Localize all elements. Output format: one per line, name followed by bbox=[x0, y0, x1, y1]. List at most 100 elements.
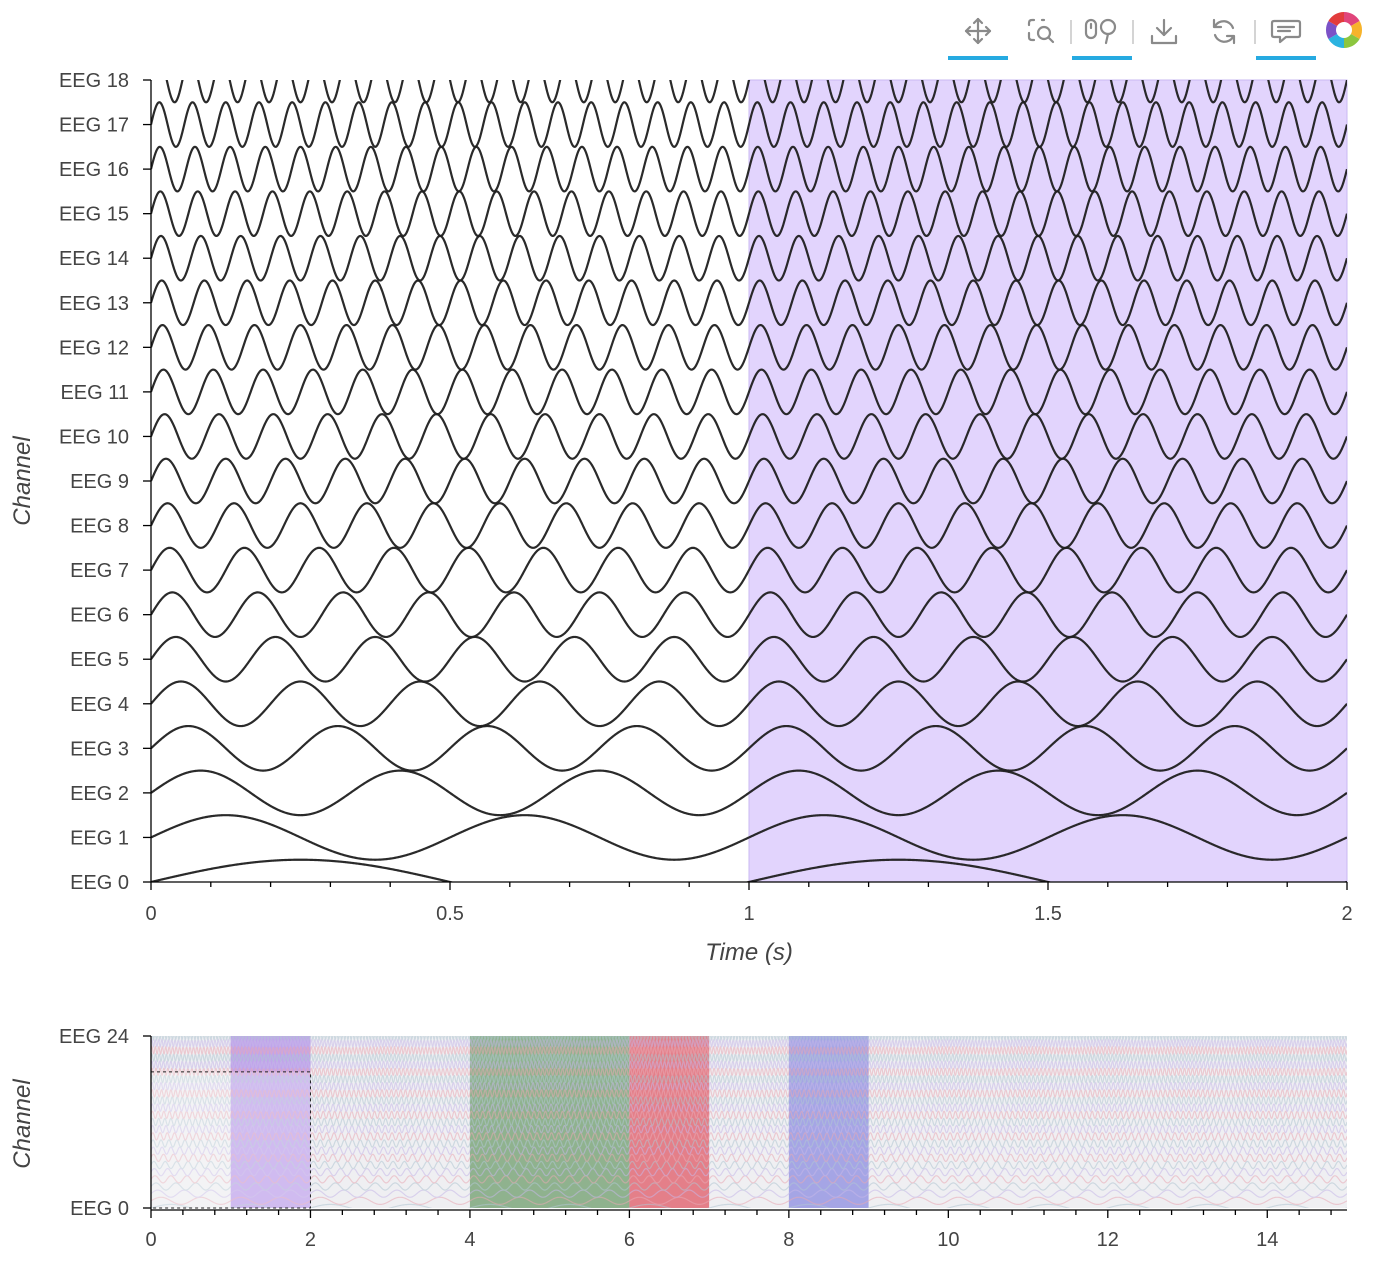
mini-signal-line bbox=[151, 1168, 1347, 1177]
x-tick-label: 1.5 bbox=[1034, 903, 1062, 925]
signal-line-eeg-0 bbox=[151, 858, 1347, 882]
reset-tool-button[interactable] bbox=[1194, 6, 1254, 62]
bokeh-logo-icon bbox=[1325, 11, 1363, 49]
x-tick-label: 2 bbox=[1341, 903, 1352, 925]
save-icon bbox=[1150, 18, 1178, 45]
signal-line-eeg-9 bbox=[151, 457, 1347, 505]
hover-tool-active-indicator bbox=[1256, 56, 1316, 60]
mini-signal-line bbox=[151, 1088, 1347, 1098]
x-tick-label: 1 bbox=[743, 903, 754, 925]
mini-signal-line bbox=[151, 1052, 1347, 1063]
y-tick-label: EEG 0 bbox=[70, 872, 129, 894]
mini-signal-line bbox=[151, 1117, 1347, 1127]
mini-signal-line bbox=[151, 1103, 1347, 1113]
mini-signal-line bbox=[151, 1132, 1347, 1141]
mini-x-tick-label: 4 bbox=[464, 1229, 475, 1251]
y-tick-label: EEG 16 bbox=[59, 159, 129, 181]
mini-signal-line bbox=[151, 1095, 1347, 1106]
y-tick-label: EEG 10 bbox=[59, 426, 129, 448]
pan-tool-button[interactable] bbox=[948, 6, 1008, 62]
y-tick-label: EEG 18 bbox=[59, 70, 129, 92]
x-tick-label: 0 bbox=[145, 903, 156, 925]
mini-y-axis-label: Channel bbox=[9, 1079, 36, 1169]
hover-tool-button[interactable] bbox=[1256, 6, 1316, 62]
y-tick-label: EEG 2 bbox=[70, 783, 129, 805]
y-tick-label: EEG 6 bbox=[70, 605, 129, 627]
mini-x-tick-label: 14 bbox=[1256, 1229, 1278, 1251]
mini-signal-line bbox=[151, 1139, 1347, 1148]
x-axis-label: Time (s) bbox=[705, 939, 793, 966]
mini-x-tick-label: 10 bbox=[937, 1229, 959, 1251]
mini-signal-line bbox=[151, 1175, 1347, 1184]
y-tick-label: EEG 15 bbox=[59, 204, 129, 226]
main-eeg-chart[interactable]: EEG 0 EEG 1 EEG 2 EEG 3 EEG 4 EEG 5 EEG 6 EEG 7… bbox=[0, 62, 1380, 982]
signal-line-eeg-14 bbox=[151, 234, 1347, 282]
signal-line-eeg-4 bbox=[151, 680, 1347, 728]
pan-icon bbox=[964, 17, 992, 45]
y-tick-label: EEG 4 bbox=[70, 694, 129, 716]
signal-line-eeg-8 bbox=[151, 502, 1347, 549]
mini-x-tick-label: 8 bbox=[783, 1229, 794, 1251]
signal-line-eeg-1 bbox=[151, 814, 1347, 861]
y-tick-label: EEG 17 bbox=[59, 115, 129, 137]
mini-x-tick-label: 2 bbox=[305, 1229, 316, 1251]
signal-line-eeg-18 bbox=[151, 80, 1347, 104]
mini-signal-line bbox=[151, 1160, 1347, 1170]
y-tick-label: EEG 11 bbox=[60, 382, 129, 404]
signal-line-eeg-7 bbox=[151, 546, 1347, 594]
y-tick-label: EEG 7 bbox=[70, 560, 129, 582]
signal-line-eeg-11 bbox=[151, 368, 1347, 416]
signal-lines bbox=[151, 80, 1347, 882]
box-zoom-icon bbox=[1027, 18, 1055, 44]
signal-line-eeg-3 bbox=[151, 724, 1347, 772]
mini-signal-line bbox=[151, 1110, 1347, 1120]
box-zoom-tool-button[interactable] bbox=[1010, 6, 1070, 62]
y-tick-label: EEG 9 bbox=[70, 471, 129, 493]
x-tick-label: 0.5 bbox=[436, 903, 464, 925]
signal-line-eeg-10 bbox=[151, 413, 1347, 460]
y-axis-label: Channel bbox=[9, 436, 36, 526]
signal-line-eeg-13 bbox=[151, 279, 1347, 327]
mini-signal-line bbox=[151, 1124, 1347, 1134]
signal-line-eeg-5 bbox=[151, 635, 1347, 683]
y-tick-label: EEG 8 bbox=[70, 516, 129, 538]
toolbar-separator bbox=[1254, 20, 1256, 44]
reset-icon bbox=[1212, 18, 1236, 45]
bokeh-logo[interactable] bbox=[1318, 6, 1368, 62]
mini-x-tick-label: 12 bbox=[1097, 1229, 1119, 1251]
mini-signal-line bbox=[151, 1067, 1347, 1076]
signal-line-eeg-17 bbox=[151, 101, 1347, 148]
mini-x-tick-label: 0 bbox=[145, 1229, 156, 1251]
mini-signal-line bbox=[151, 1196, 1347, 1205]
y-tick-label: EEG 5 bbox=[70, 649, 129, 671]
mini-y-tick-label: EEG 0 bbox=[70, 1198, 129, 1220]
wheel-zoom-active-indicator bbox=[1072, 56, 1132, 60]
mini-x-tick-label: 6 bbox=[624, 1229, 635, 1251]
signal-line-eeg-6 bbox=[151, 591, 1347, 639]
signal-line-eeg-12 bbox=[151, 323, 1347, 371]
wheel-zoom-icon bbox=[1084, 18, 1117, 45]
toolbar bbox=[940, 6, 1370, 62]
save-tool-button[interactable] bbox=[1134, 6, 1194, 62]
toolbar-separator bbox=[1132, 20, 1134, 44]
pan-tool-active-indicator bbox=[948, 56, 1008, 60]
mini-signal-line bbox=[151, 1074, 1347, 1084]
mini-signal-line bbox=[151, 1189, 1347, 1198]
mini-signal-line bbox=[151, 1059, 1347, 1070]
mini-signal-lines bbox=[151, 1036, 1347, 1208]
y-tick-label: EEG 13 bbox=[59, 293, 129, 315]
y-tick-label: EEG 14 bbox=[59, 248, 129, 270]
mini-signal-line bbox=[151, 1081, 1347, 1091]
signal-line-eeg-2 bbox=[151, 769, 1347, 817]
mini-signal-line bbox=[151, 1038, 1347, 1049]
mini-selection-box bbox=[150, 1071, 311, 1209]
wheel-zoom-tool-button[interactable] bbox=[1072, 6, 1132, 62]
signal-line-eeg-15 bbox=[151, 190, 1347, 237]
y-tick-label: EEG 12 bbox=[59, 337, 129, 359]
toolbar-separator bbox=[1070, 20, 1072, 44]
mini-signal-line bbox=[151, 1153, 1347, 1162]
y-tick-label: EEG 3 bbox=[70, 738, 129, 760]
mini-signal-line bbox=[151, 1045, 1347, 1056]
minimap-eeg-chart[interactable]: EEG 0 EEG 24 0 2 4 6 8 10 12 14 Channel bbox=[0, 1020, 1380, 1262]
mini-signal-line bbox=[151, 1146, 1347, 1155]
